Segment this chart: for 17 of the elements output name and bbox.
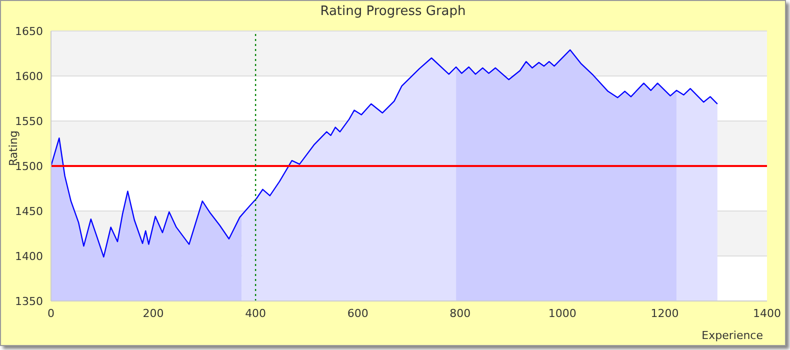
- y-tick-label: 1650: [15, 24, 43, 38]
- x-tick-label: 200: [142, 306, 164, 320]
- y-tick-label: 1350: [15, 294, 43, 308]
- x-tick-label: 0: [48, 306, 54, 320]
- x-tick-label: 1400: [753, 306, 781, 320]
- x-tick-label: 1200: [650, 306, 679, 320]
- line-series: [51, 49, 718, 258]
- x-tick-label: 600: [347, 306, 368, 320]
- x-tick-label: 800: [450, 306, 471, 320]
- chart-title: Rating Progress Graph: [319, 4, 467, 19]
- y-tick-label: 1550: [15, 114, 43, 128]
- y-tick-label: 1400: [15, 250, 43, 263]
- x-tick-label: 400: [245, 306, 266, 320]
- y-tick-label: 1600: [15, 70, 43, 83]
- y-tick-label: 1450: [15, 204, 43, 218]
- x-tick-label: 1000: [548, 306, 576, 320]
- x-axis-title: Experience: [702, 329, 764, 342]
